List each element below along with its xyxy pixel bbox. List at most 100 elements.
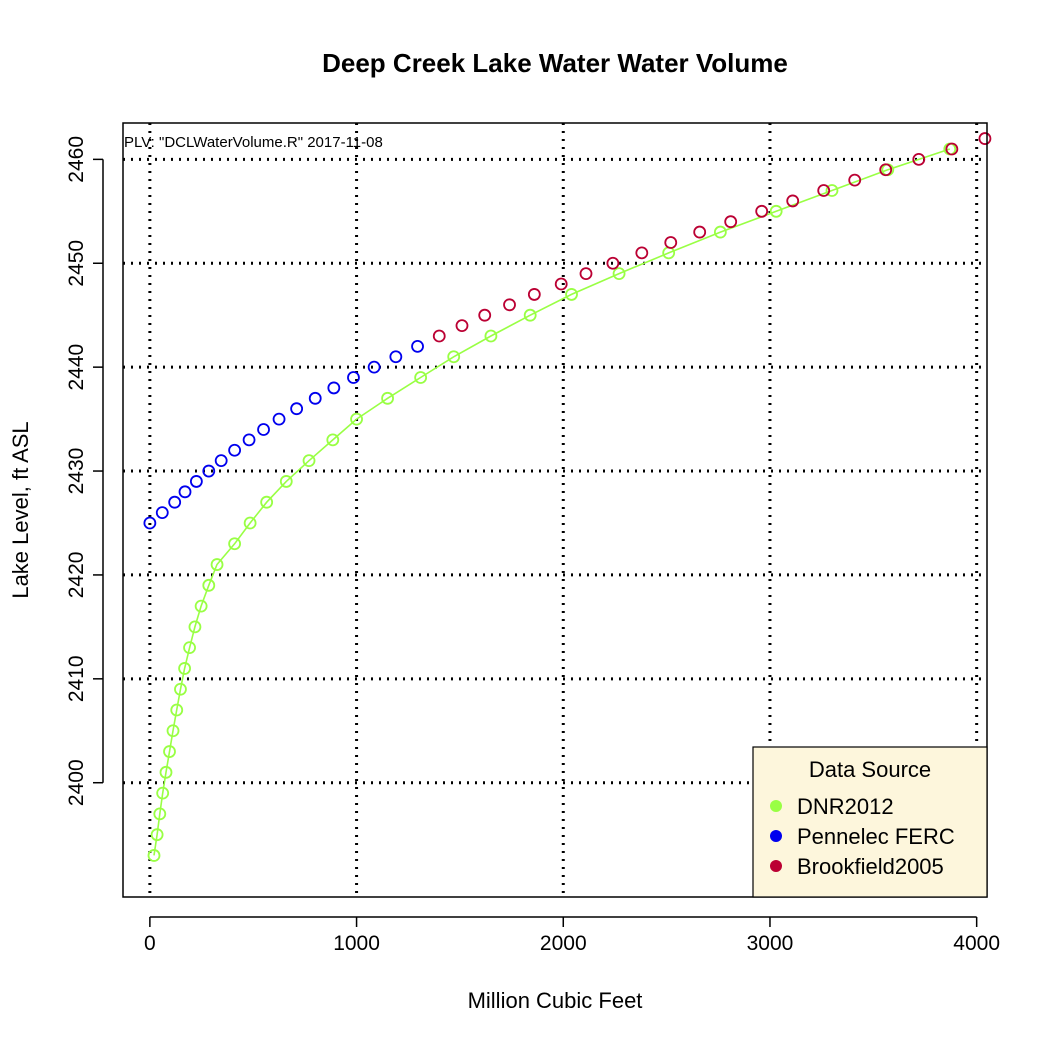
- data-point-brookfield2005: [527, 288, 541, 301]
- data-point-brookfield2005: [724, 215, 738, 229]
- series-brookfield2005: [432, 132, 992, 343]
- data-point-dnr2012: [188, 620, 202, 634]
- x-tick-label: 3000: [747, 932, 794, 955]
- data-point-brookfield2005: [755, 204, 769, 218]
- data-point-dnr2012: [159, 765, 173, 779]
- x-tick-label: 1000: [333, 932, 380, 955]
- data-point-pennelec-ferc: [389, 350, 403, 364]
- legend-label: Pennelec FERC: [797, 824, 955, 849]
- data-point-pennelec-ferc: [202, 464, 216, 478]
- data-point-brookfield2005: [455, 319, 469, 332]
- data-point-brookfield2005: [879, 163, 893, 177]
- data-point-brookfield2005: [664, 236, 678, 249]
- data-point-pennelec-ferc: [143, 516, 157, 530]
- data-point-dnr2012: [612, 267, 626, 281]
- data-point-dnr2012: [484, 329, 498, 343]
- y-tick-label: 2460: [65, 136, 88, 183]
- x-axis: 0 1000 2000 3000 4000: [144, 916, 1000, 955]
- data-point-pennelec-ferc: [228, 443, 242, 457]
- data-point-dnr2012: [178, 662, 191, 675]
- y-tick-label: 2450: [65, 240, 88, 287]
- data-point-dnr2012: [769, 204, 783, 218]
- data-point-dnr2012: [381, 391, 394, 405]
- legend-entries: DNR2012 Pennelec FERC Brookfield2005: [770, 794, 955, 879]
- y-tick-label: 2420: [65, 552, 88, 599]
- y-tick-label: 2400: [65, 759, 88, 806]
- data-point-pennelec-ferc: [242, 433, 256, 447]
- data-point-dnr2012: [210, 558, 224, 571]
- data-point-pennelec-ferc: [257, 423, 270, 436]
- data-point-dnr2012: [414, 371, 428, 384]
- data-point-dnr2012: [163, 745, 176, 758]
- data-point-dnr2012: [825, 184, 839, 197]
- data-point-brookfield2005: [635, 246, 649, 260]
- data-point-pennelec-ferc: [327, 381, 341, 395]
- data-point-dnr2012: [170, 703, 184, 717]
- data-point-brookfield2005: [432, 329, 446, 343]
- series-line-dnr2012: [153, 148, 951, 856]
- data-point-dnr2012: [713, 225, 727, 239]
- data-point-dnr2012: [228, 537, 242, 551]
- data-point-pennelec-ferc: [168, 495, 182, 509]
- data-point-brookfield2005: [478, 308, 492, 322]
- data-point-dnr2012: [260, 495, 274, 509]
- data-point-brookfield2005: [817, 184, 831, 197]
- data-point-pennelec-ferc: [155, 506, 169, 519]
- legend-label: Brookfield2005: [797, 854, 944, 879]
- legend-box: [752, 746, 988, 898]
- legend-label: DNR2012: [797, 794, 894, 819]
- legend-swatch: [770, 800, 782, 812]
- data-point-dnr2012: [150, 828, 164, 842]
- data-point-dnr2012: [523, 308, 537, 322]
- legend-entry: Brookfield2005: [770, 854, 944, 879]
- data-point-dnr2012: [243, 516, 257, 530]
- data-point-pennelec-ferc: [189, 475, 203, 488]
- data-point-dnr2012: [279, 475, 293, 488]
- data-point-brookfield2005: [912, 152, 926, 166]
- plot-annotation: PLV: "DCLWaterVolume.R" 2017-11-08: [124, 134, 383, 151]
- y-axis-label: Lake Level, ft ASL: [8, 421, 33, 598]
- data-point-brookfield2005: [848, 173, 862, 187]
- legend-entry: Pennelec FERC: [770, 824, 955, 849]
- data-point-dnr2012: [166, 724, 180, 738]
- grid: [123, 123, 987, 897]
- x-tick-label: 4000: [953, 932, 1000, 955]
- x-axis-label: Million Cubic Feet: [468, 988, 643, 1013]
- data-point-pennelec-ferc: [367, 360, 381, 374]
- data-point-brookfield2005: [579, 267, 593, 281]
- data-point-brookfield2005: [554, 277, 568, 291]
- data-point-dnr2012: [147, 849, 161, 862]
- data-point-brookfield2005: [503, 298, 516, 312]
- data-point-pennelec-ferc: [347, 371, 360, 384]
- data-point-pennelec-ferc: [272, 412, 286, 426]
- data-point-pennelec-ferc: [290, 402, 304, 416]
- data-point-pennelec-ferc: [178, 485, 192, 499]
- data-point-brookfield2005: [978, 132, 992, 145]
- data-point-dnr2012: [302, 454, 316, 468]
- data-point-brookfield2005: [693, 225, 707, 239]
- data-point-dnr2012: [326, 433, 340, 447]
- data-point-dnr2012: [565, 288, 578, 301]
- data-point-brookfield2005: [945, 142, 959, 156]
- data-point-brookfield2005: [606, 256, 620, 270]
- y-axis: 2400 2410 2420 2430 2440 2450 2460: [65, 136, 104, 806]
- data-point-dnr2012: [156, 786, 170, 800]
- chart-title: Deep Creek Lake Water Water Volume: [322, 48, 788, 78]
- data-point-dnr2012: [194, 599, 208, 613]
- x-tick-label: 2000: [540, 932, 587, 955]
- data-point-brookfield2005: [786, 194, 800, 208]
- data-point-pennelec-ferc: [411, 339, 424, 353]
- data-point-dnr2012: [447, 350, 461, 364]
- plot-series: [143, 132, 992, 862]
- data-point-dnr2012: [350, 412, 363, 426]
- y-tick-label: 2410: [65, 655, 88, 702]
- data-point-dnr2012: [183, 641, 196, 655]
- data-point-pennelec-ferc: [308, 391, 322, 405]
- y-tick-label: 2430: [65, 448, 88, 495]
- legend-title: Data Source: [809, 757, 931, 782]
- series-dnr2012: [147, 142, 957, 862]
- series-pennelec-ferc: [143, 339, 424, 530]
- legend-entry: DNR2012: [770, 794, 894, 819]
- legend: Data Source DNR2012 Pennelec FERC Brookfie…: [752, 746, 988, 898]
